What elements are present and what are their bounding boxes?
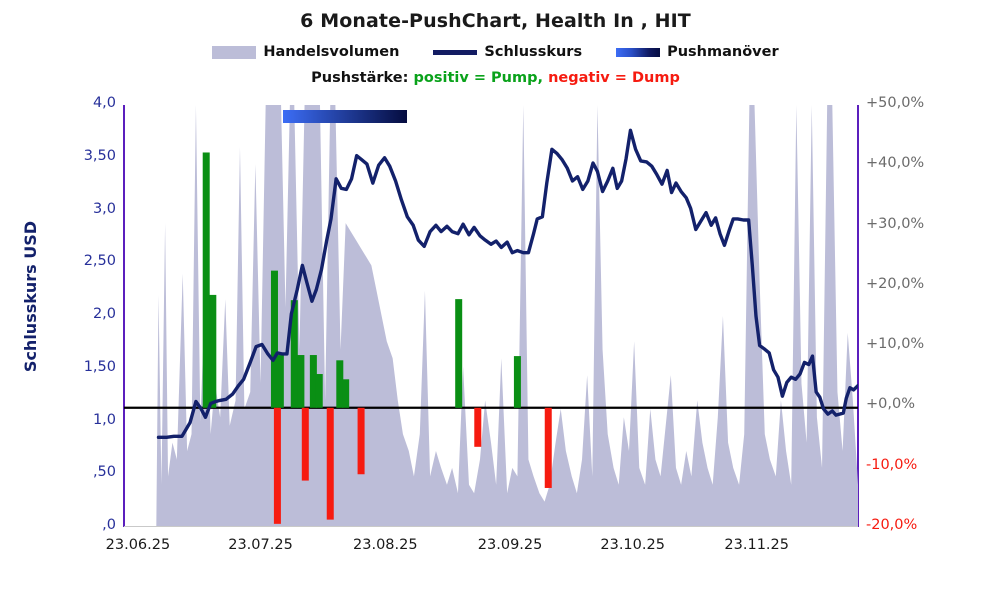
push-bar-pump-11 [336, 360, 344, 408]
x-tick-2: 23.08.25 [353, 537, 418, 553]
pushstaerke-label: Pushstärke: [311, 70, 409, 86]
legend-item-pushmanoever: Pushmanöver [616, 44, 779, 60]
push-bar-pump-12 [342, 379, 350, 408]
push-bar-pump-2 [270, 270, 278, 408]
push-bar-pump-5 [290, 300, 298, 408]
page-title: 6 Monate-PushChart, Health In , HIT [300, 10, 691, 32]
chart-legend-subtitle: Pushstärke: positiv = Pump, negativ = Du… [0, 70, 991, 86]
y-tick-left-1: 3,50 [83, 147, 116, 164]
y-axis-right-line [857, 105, 859, 527]
push-bar-pump-14 [455, 299, 463, 408]
y-tick-right-5: +0,0% [866, 396, 915, 413]
legend-item-volume: Handelsvolumen [212, 44, 399, 60]
volume-area [124, 105, 858, 527]
chart-legend: Handelsvolumen Schlusskurs Pushmanöver [0, 44, 991, 60]
push-bar-pump-8 [309, 355, 317, 408]
y-axis-title: Schlusskurs USD [21, 220, 41, 372]
x-tick-0: 23.06.25 [105, 537, 171, 553]
pushstaerke-positive: positiv = Pump, [413, 70, 544, 86]
x-axis-ticks: 23.06.25 23.07.25 23.08.25 23.09.25 23.10.25… [0, 537, 991, 561]
push-bar-dump-17 [544, 407, 552, 488]
y-tick-right-7: -20,0% [866, 517, 918, 533]
push-bar-pump-16 [513, 356, 521, 408]
legend-item-close: Schlusskurs [433, 44, 582, 60]
plot-svg [124, 105, 858, 527]
push-bar-dump-15 [474, 407, 482, 447]
push-bar-pump-1 [209, 294, 217, 408]
gradient-swatch-icon [616, 47, 661, 57]
legend-label-volume: Handelsvolumen [263, 44, 400, 60]
y-tick-left-0: 4,0 [92, 95, 116, 111]
y-tick-left-3: 2,50 [83, 253, 116, 270]
line-swatch-icon [433, 49, 478, 55]
y-tick-left-8: ,0 [102, 517, 116, 533]
push-bar-pump-6 [297, 355, 305, 408]
y-tick-right-0: +50,0% [866, 95, 925, 111]
push-bar-pump-0 [202, 152, 210, 408]
x-tick-1: 23.07.25 [228, 537, 293, 553]
x-tick-5: 23.11.25 [724, 537, 789, 553]
pushstaerke-negative: negativ = Dump [548, 70, 680, 86]
pushmanoever-gradient-bar [283, 110, 407, 123]
push-bar-dump-10 [326, 407, 334, 520]
y-tick-left-5: 1,50 [83, 358, 116, 375]
y-tick-left-4: 2,0 [92, 306, 116, 322]
legend-label-pushmanoever: Pushmanöver [667, 44, 779, 60]
y-tick-left-7: ,50 [92, 464, 116, 481]
y-axis-left-line [123, 105, 125, 527]
y-tick-right-3: +20,0% [866, 275, 925, 292]
y-tick-left-6: 1,0 [92, 411, 116, 428]
x-tick-4: 23.10.25 [600, 537, 665, 553]
push-bar-pump-9 [315, 374, 323, 408]
y-tick-left-2: 3,0 [92, 200, 116, 217]
y-tick-right-6: -10,0% [866, 456, 918, 473]
push-bar-dump-7 [301, 407, 309, 481]
push-bar-dump-13 [357, 407, 365, 475]
area-swatch-icon [212, 45, 257, 59]
push-bar-pump-3 [276, 355, 284, 408]
close-price-line [156, 128, 858, 440]
plot-area [124, 105, 858, 527]
y-tick-right-2: +30,0% [866, 215, 925, 232]
push-bar-dump-4 [273, 407, 281, 524]
legend-label-close: Schlusskurs [484, 44, 583, 60]
y-tick-right-4: +10,0% [866, 336, 925, 353]
x-tick-3: 23.09.25 [477, 537, 543, 553]
y-tick-right-1: +40,0% [866, 155, 925, 172]
